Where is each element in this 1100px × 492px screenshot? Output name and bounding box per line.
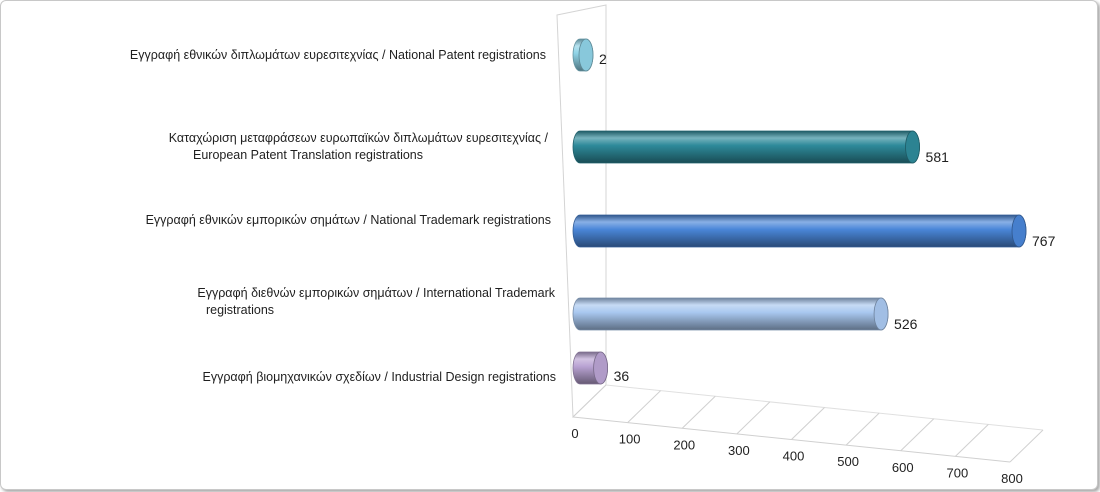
x-tick-mark [955, 424, 989, 457]
bar-body [572, 214, 1027, 248]
x-tick-mark [736, 401, 771, 435]
x-tick-mark [845, 412, 880, 446]
x-tick-label: 600 [892, 460, 914, 475]
x-tick-mark [572, 384, 607, 418]
x-tick-label: 500 [837, 454, 859, 469]
bar-end-cap [593, 351, 609, 385]
bar-end-cap [873, 297, 889, 331]
bar-value-label: 526 [894, 316, 918, 332]
x-tick-mark [627, 390, 661, 423]
bar-value-label: 2 [599, 51, 607, 67]
bar-end-cap [905, 130, 920, 164]
bar-value-label: 581 [926, 149, 950, 165]
chart-labels: 0 100 200 300 400 500 600 700 800 2 Εγγραφή εθνικώ… [130, 48, 1056, 486]
x-tick-mark [681, 395, 716, 429]
category-label: Εγγραφή εθνικών διπλωμάτων ευρεσιτεχνίας… [130, 48, 546, 62]
x-tick-label: 800 [1001, 471, 1023, 486]
bar-end-cap [578, 38, 594, 72]
x-tick-label: 700 [947, 465, 969, 480]
bar [572, 214, 1027, 248]
category-label: Εγγραφή εθνικών εμπορικών σημάτων / Nati… [146, 213, 551, 227]
x-tick-mark [900, 418, 935, 452]
category-label: Εγγραφή βιομηχανικών σχεδίων / Industria… [202, 370, 556, 384]
x-tick-label: 200 [673, 437, 695, 452]
bar-body [572, 130, 920, 164]
x-tick-mark [1009, 429, 1044, 463]
bar-body [572, 297, 889, 331]
bar [572, 351, 609, 385]
x-tick-label: 400 [783, 449, 805, 464]
x-tick-mark [791, 407, 825, 440]
x-tick-label: 0 [571, 426, 578, 441]
bar [572, 130, 920, 164]
bar-value-label: 36 [614, 368, 630, 384]
category-label: Καταχώριση μεταφράσεων ευρωπαϊκών διπλωμ… [169, 131, 549, 145]
category-label: Εγγραφή διεθνών εμπορικών σημάτων / Inte… [197, 286, 555, 300]
chart-bars [572, 38, 1027, 385]
x-tick-label: 100 [619, 432, 641, 447]
bar-end-cap [1011, 214, 1027, 248]
bar-value-label: 767 [1032, 233, 1056, 249]
x-tick-label: 300 [728, 443, 750, 458]
category-label: registrations [206, 303, 274, 317]
category-label: European Patent Translation registration… [193, 148, 423, 162]
bar [572, 297, 889, 331]
bar [572, 38, 594, 72]
